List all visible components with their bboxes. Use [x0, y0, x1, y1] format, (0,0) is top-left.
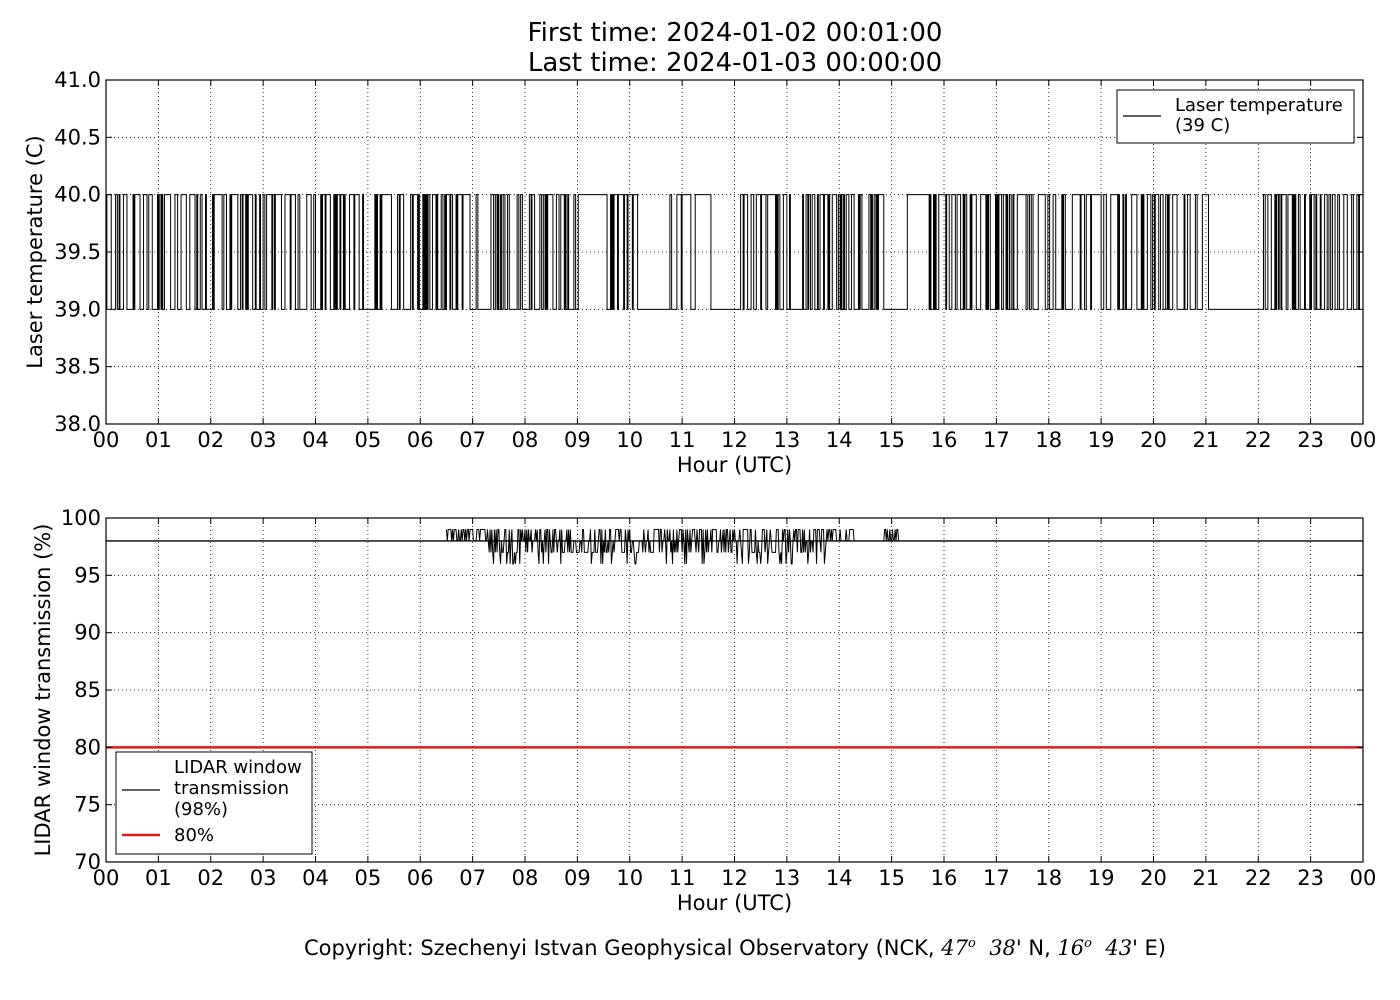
x-tick-label: 01: [145, 866, 172, 890]
y-tick-label: 90: [74, 621, 101, 645]
x-tick-label: 17: [983, 866, 1010, 890]
latitude-minutes: 38: [989, 936, 1016, 960]
x-tick-label: 02: [197, 866, 224, 890]
legend-box: [115, 751, 313, 855]
x-tick-label: 04: [302, 428, 329, 452]
x-tick-label: 02: [197, 428, 224, 452]
y-tick-label: 100: [61, 506, 101, 530]
x-tick-label: 13: [774, 866, 801, 890]
legend-label-80-percent: 80%: [174, 825, 214, 846]
x-tick-label: 07: [459, 866, 486, 890]
legend-label-lidar-transmission: transmission: [174, 778, 289, 799]
y-tick-label: 95: [74, 563, 101, 587]
chart-title-first-time: First time: 2024-01-02 00:01:00: [527, 18, 943, 48]
y-tick-label: 40.0: [54, 183, 101, 207]
x-tick-label: 23: [1297, 428, 1324, 452]
plot-panel-2: 00 01 02 03 04 05 06 07 08 09 10 11 12 13 14 15 16 17 18 19…: [31, 506, 1376, 915]
x-tick-label: 11: [669, 428, 696, 452]
legend-label-lidar-transmission: LIDAR window: [174, 757, 302, 778]
x-tick-label: 06: [407, 428, 434, 452]
x-tick-label: 04: [302, 866, 329, 890]
x-tick-label: 01: [145, 428, 172, 452]
x-axis-label: Hour (UTC): [677, 453, 792, 477]
x-tick-label: 15: [878, 428, 905, 452]
x-tick-label: 20: [1140, 866, 1167, 890]
x-tick-label: 22: [1245, 428, 1272, 452]
latitude-hemisphere: ' N,: [1015, 936, 1058, 960]
y-tick-label: 38.0: [54, 412, 101, 436]
x-tick-label: 00: [1350, 866, 1377, 890]
x-tick-label: 00: [93, 866, 120, 890]
x-tick-label: 21: [1193, 428, 1220, 452]
x-tick-label: 05: [355, 428, 382, 452]
x-tick-label: 18: [1035, 428, 1062, 452]
x-tick-label: 14: [826, 866, 853, 890]
legend-label-laser-temperature: (39 C): [1175, 115, 1230, 136]
y-tick-label: 80: [74, 735, 101, 759]
x-tick-label: 10: [616, 428, 643, 452]
series-laser-temperature-line: [106, 194, 1363, 310]
x-tick-label: 05: [355, 866, 382, 890]
x-tick-label: 00: [93, 428, 120, 452]
x-tick-label: 11: [669, 866, 696, 890]
x-tick-label: 03: [250, 428, 277, 452]
y-tick-label: 75: [74, 793, 101, 817]
x-tick-label: 07: [459, 428, 486, 452]
y-axis-label: LIDAR window transmission (%): [31, 524, 55, 857]
longitude-degrees: 16: [1057, 936, 1085, 960]
y-tick-label: 40.5: [54, 125, 101, 149]
x-tick-label: 19: [1088, 866, 1115, 890]
y-tick-label: 70: [74, 850, 101, 874]
chart-title-last-time: Last time: 2024-01-03 00:00:00: [527, 48, 943, 78]
latitude-degree-symbol: o: [968, 936, 976, 951]
x-tick-label: 16: [931, 428, 958, 452]
x-tick-label: 09: [564, 428, 591, 452]
y-tick-label: 39.5: [54, 240, 101, 264]
x-axis-label: Hour (UTC): [677, 891, 792, 915]
longitude-minutes: 43: [1105, 936, 1133, 960]
longitude-degree-symbol: o: [1084, 936, 1092, 951]
x-tick-label: 08: [512, 428, 539, 452]
y-tick-label: 85: [74, 678, 101, 702]
x-tick-label: 03: [250, 866, 277, 890]
x-tick-label: 17: [983, 428, 1010, 452]
x-tick-label: 16: [931, 866, 958, 890]
plot-panel-1: 00 01 02 03 04 05 06 07 08 09 10 11 12 13 14 15 16 17 18 19…: [23, 68, 1376, 477]
x-tick-label: 19: [1088, 428, 1115, 452]
x-tick-label: 06: [407, 866, 434, 890]
series-lidar-transmission-blip: [883, 528, 900, 542]
y-tick-label: 39.0: [54, 297, 101, 321]
x-tick-label: 09: [564, 866, 591, 890]
x-tick-label: 12: [721, 428, 748, 452]
x-tick-label: 18: [1035, 866, 1062, 890]
y-tick-label: 38.5: [54, 355, 101, 379]
x-tick-label: 00: [1350, 428, 1377, 452]
x-tick-label: 14: [826, 428, 853, 452]
latitude-degrees: 47: [941, 936, 968, 960]
x-tick-label: 08: [512, 866, 539, 890]
y-tick-label: 41.0: [54, 68, 101, 92]
series-lidar-transmission-line: [445, 528, 855, 565]
legend-label-lidar-transmission: (98%): [174, 799, 228, 820]
x-tick-label: 10: [616, 866, 643, 890]
x-tick-label: 20: [1140, 428, 1167, 452]
x-tick-label: 22: [1245, 866, 1272, 890]
longitude-hemisphere: ' E): [1132, 936, 1167, 960]
x-tick-label: 15: [878, 866, 905, 890]
legend-label-laser-temperature: Laser temperature: [1175, 95, 1343, 116]
x-tick-label: 12: [721, 866, 748, 890]
x-tick-label: 13: [774, 428, 801, 452]
copyright-footer: Copyright: Szechenyi Istvan Geophysical …: [0, 936, 1400, 960]
y-axis-label: Laser temperature (C): [23, 135, 47, 368]
copyright-text: Copyright: Szechenyi Istvan Geophysical …: [303, 936, 942, 960]
x-tick-label: 23: [1297, 866, 1324, 890]
x-tick-label: 21: [1193, 866, 1220, 890]
